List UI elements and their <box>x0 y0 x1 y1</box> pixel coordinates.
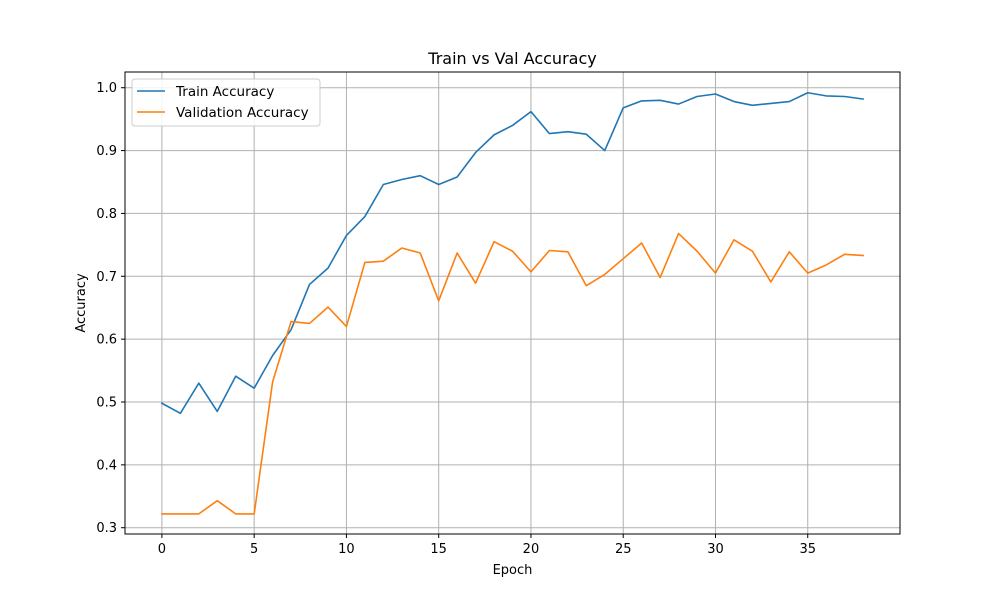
y-tick-label: 0.6 <box>96 333 117 348</box>
y-tick-label: 0.5 <box>96 396 117 411</box>
legend: Train Accuracy Validation Accuracy <box>132 79 320 126</box>
y-axis-label: Accuracy <box>74 273 89 333</box>
y-tick-label: 0.7 <box>96 270 117 285</box>
y-tick-label: 0.3 <box>96 521 117 536</box>
x-tick-label: 5 <box>250 542 258 557</box>
y-tick-label: 0.8 <box>96 207 117 222</box>
x-tick-label: 35 <box>799 542 816 557</box>
y-tick-label: 1.0 <box>96 81 117 96</box>
x-tick-label: 20 <box>523 542 540 557</box>
x-tick-label: 0 <box>158 542 166 557</box>
legend-label: Validation Accuracy <box>176 105 309 121</box>
x-axis-label: Epoch <box>493 563 533 578</box>
y-tick-label: 0.4 <box>96 458 117 473</box>
y-tick-label: 0.9 <box>96 144 117 159</box>
x-tick-label: 10 <box>338 542 355 557</box>
x-tick-label: 25 <box>615 542 632 557</box>
x-tick-label: 15 <box>430 542 447 557</box>
chart-title: Train vs Val Accuracy <box>427 49 596 68</box>
legend-label: Train Accuracy <box>175 84 274 100</box>
x-tick-label: 30 <box>707 542 724 557</box>
